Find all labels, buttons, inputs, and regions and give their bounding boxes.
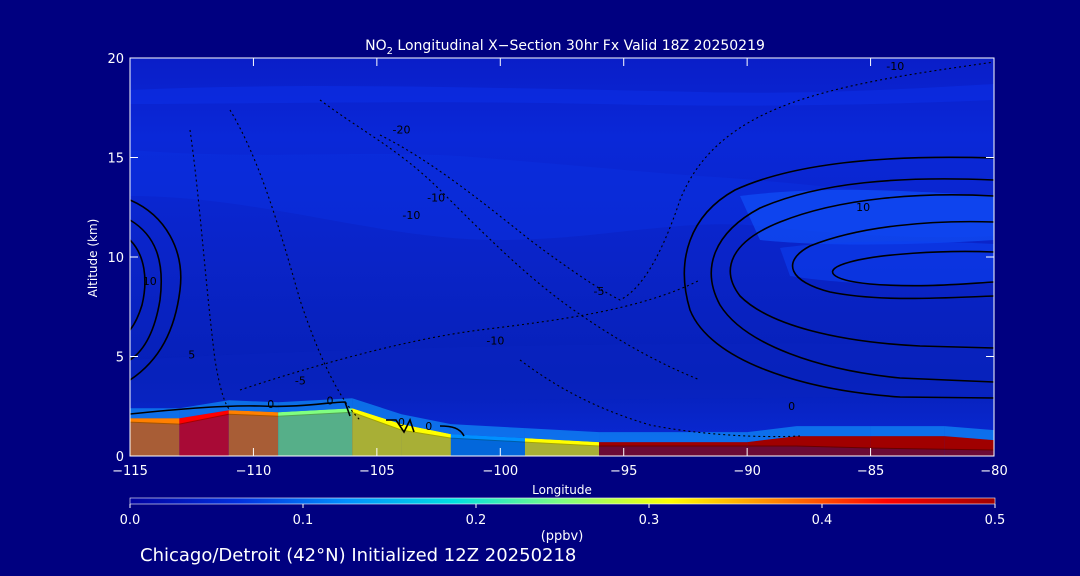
surface-no2-segment	[944, 436, 994, 456]
contour-label: 5	[188, 348, 195, 361]
y-tick-label: 5	[116, 351, 124, 366]
contour-label: 0	[398, 416, 405, 429]
surface-no2-segment	[796, 436, 871, 456]
surface-no2-segment	[179, 410, 229, 456]
contour-label: 0	[326, 394, 333, 407]
surface-no2-segment	[352, 408, 402, 456]
y-tick-label: 15	[107, 152, 124, 167]
x-tick-label: −100	[482, 464, 518, 479]
surface-no2-halo	[401, 414, 451, 435]
surface-no2-segment	[278, 408, 353, 456]
surface-no2-halo	[524, 428, 600, 443]
terrain	[130, 411, 994, 456]
surface-no2-halo	[599, 432, 748, 443]
colorbar-unit: (ppbv)	[541, 529, 584, 544]
x-tick-label: −105	[359, 464, 395, 479]
contour-ring-3	[729, 194, 994, 349]
surface-no2-segment	[747, 436, 797, 456]
contour-west-2	[130, 219, 162, 361]
contour-ring-2	[710, 178, 994, 383]
surface-no2-halo	[870, 426, 945, 437]
contour-label: -10	[886, 60, 904, 73]
y-tick-label: 10	[107, 251, 124, 266]
colorbar-tick-label: 0.5	[985, 513, 1006, 528]
contour-dashed-6	[519, 359, 801, 438]
surface-no2-segment	[870, 436, 945, 456]
y-axis: 0 5 10 15 20	[107, 52, 994, 465]
contour-ring-4	[791, 220, 994, 300]
y-tick-label: 20	[107, 52, 124, 67]
contour-dashed-3	[379, 61, 994, 301]
surface-no2-segment	[130, 418, 180, 456]
surface-no2-halo	[944, 426, 994, 441]
y-tick-label: 0	[116, 450, 124, 465]
x-tick-label: −110	[236, 464, 272, 479]
field-band-east	[740, 189, 994, 245]
contour-ring-1	[683, 156, 994, 399]
surface-no2-halo	[278, 398, 353, 413]
surface-no2-segment	[228, 410, 279, 456]
contour-low-mid	[386, 417, 465, 437]
contour-dashed-1	[229, 109, 361, 421]
contour-low-west	[130, 401, 351, 417]
surface-no2-segment	[401, 424, 451, 456]
colorbar-tick-label: 0.4	[812, 513, 833, 528]
contour-label: -5	[295, 374, 306, 387]
contour-label: -5	[594, 285, 605, 298]
surface-no2-layer	[130, 398, 994, 456]
x-axis-label: Longitude	[532, 483, 592, 497]
contour-west-3	[130, 239, 146, 331]
surface-no2-halo	[179, 400, 229, 419]
contour-label: 0	[267, 398, 274, 411]
contour-ring-5	[831, 250, 994, 287]
surface-no2-halo	[450, 424, 525, 439]
contour-label: -10	[402, 209, 420, 222]
contour-west-1	[130, 199, 182, 381]
y-axis-label: Altitude (km)	[86, 219, 100, 298]
contour-label: -10	[486, 335, 504, 348]
field-band-upper	[130, 84, 994, 106]
contour-lines	[130, 61, 994, 438]
x-tick-label: −85	[857, 464, 884, 479]
surface-no2-segment	[599, 442, 748, 456]
plot-area: -20 -10 -10 -5 -10 -5 5 10 -10 0 0 0 0 0 10	[130, 58, 994, 456]
x-tick-label: −80	[980, 464, 1007, 479]
field-band-core	[780, 241, 994, 285]
colorbar-tick-label: 0.2	[466, 513, 487, 528]
contour-label: -20	[393, 124, 411, 137]
surface-no2-halo	[747, 426, 797, 443]
colorbar-strip	[129, 497, 996, 505]
x-tick-label: −115	[112, 464, 148, 479]
contour-label: 10	[856, 201, 870, 214]
footer-caption: Chicago/Detroit (42°N) Initialized 12Z 2…	[140, 545, 576, 566]
colorbar: 0.0 0.1 0.2 0.3 0.4 0.5 (ppbv)	[120, 497, 1006, 544]
surface-no2-halo	[796, 426, 871, 437]
colorbar-tick-label: 0.3	[639, 513, 660, 528]
contour-labels: -20 -10 -10 -5 -10 -5 5 10 -10 0 0 0 0 0 10	[143, 60, 904, 433]
surface-no2-halo	[352, 398, 402, 425]
x-tick-label: −95	[610, 464, 637, 479]
surface-no2-segment	[524, 438, 600, 456]
colorbar-ticks: 0.0 0.1 0.2 0.3 0.4 0.5	[120, 504, 1006, 528]
chart-title: NO2 Longitudinal X−Section 30hr Fx Valid…	[365, 38, 765, 57]
colorbar-tick-label: 0.0	[120, 513, 141, 528]
x-tick-label: −90	[733, 464, 760, 479]
contour-label: 0	[788, 400, 795, 413]
colorbar-tick-label: 0.1	[293, 513, 314, 528]
title-subscript: 2	[387, 46, 393, 57]
contour-label: 0	[425, 420, 432, 433]
x-axis: −115 −110 −105 −100 −95 −90 −85 −80	[112, 58, 1008, 479]
contour-label: -10	[427, 191, 445, 204]
surface-no2-segment	[450, 434, 525, 456]
contour-label: 10	[143, 275, 157, 288]
contour-dashed-5	[189, 129, 231, 411]
